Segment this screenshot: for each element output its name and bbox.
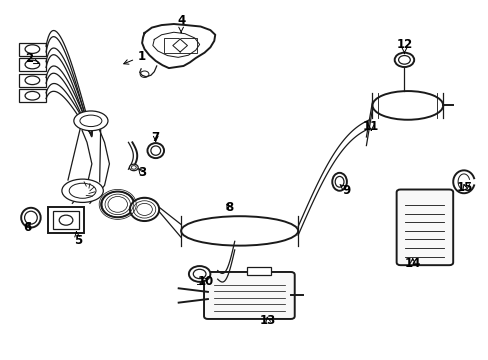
Text: 12: 12: [395, 38, 412, 54]
Text: 1: 1: [123, 50, 146, 64]
Ellipse shape: [74, 111, 108, 131]
Text: 10: 10: [197, 275, 213, 288]
Ellipse shape: [130, 198, 159, 221]
Text: 5: 5: [74, 231, 81, 247]
Ellipse shape: [181, 216, 298, 246]
Polygon shape: [142, 24, 215, 68]
FancyBboxPatch shape: [203, 272, 294, 319]
Polygon shape: [172, 39, 187, 52]
Bar: [19, 89, 46, 102]
Ellipse shape: [62, 179, 103, 202]
Text: 11: 11: [363, 121, 379, 134]
Circle shape: [59, 215, 73, 225]
Text: 6: 6: [23, 221, 32, 234]
Bar: [19, 42, 46, 55]
Bar: [53, 211, 79, 229]
Text: 4: 4: [177, 14, 185, 32]
Circle shape: [188, 266, 210, 282]
Ellipse shape: [21, 208, 41, 228]
Ellipse shape: [331, 173, 346, 191]
Bar: [246, 267, 271, 275]
Ellipse shape: [101, 192, 134, 217]
Text: 9: 9: [339, 184, 350, 197]
Bar: [19, 74, 46, 87]
Text: 14: 14: [404, 257, 420, 270]
Text: 13: 13: [259, 314, 275, 327]
Bar: [48, 207, 83, 233]
Ellipse shape: [147, 143, 163, 158]
Text: 8: 8: [224, 202, 233, 215]
Circle shape: [129, 164, 138, 171]
Bar: [19, 58, 46, 71]
Ellipse shape: [372, 91, 442, 120]
Text: 15: 15: [456, 181, 472, 194]
Text: 7: 7: [151, 131, 160, 144]
Circle shape: [394, 53, 413, 67]
Text: 3: 3: [138, 166, 146, 179]
Text: 2: 2: [25, 52, 39, 65]
Bar: [163, 38, 197, 53]
FancyBboxPatch shape: [396, 189, 452, 265]
